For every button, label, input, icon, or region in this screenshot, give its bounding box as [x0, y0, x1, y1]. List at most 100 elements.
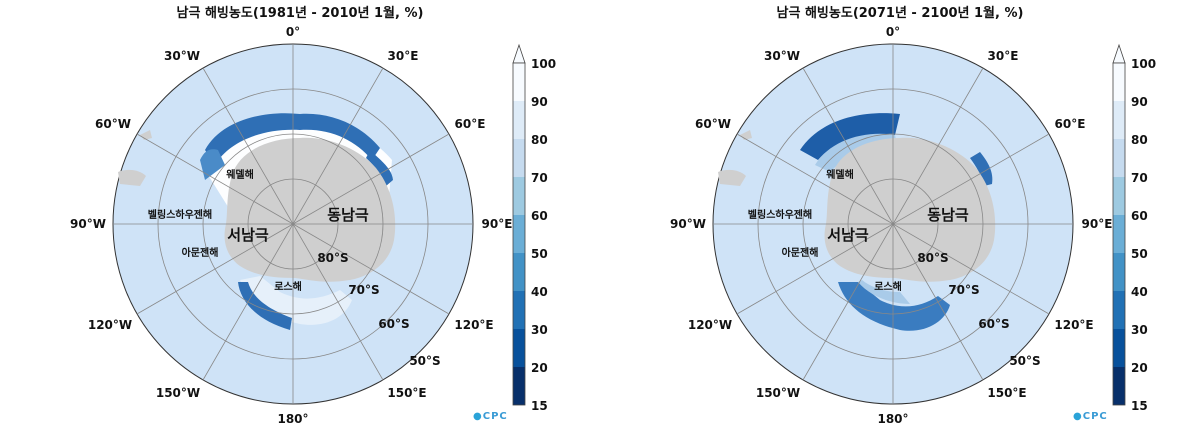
label-weddell-sea: 웨델해	[226, 168, 254, 181]
colorbar-tick: 90	[531, 95, 548, 109]
lon-label-0: 0°	[286, 25, 300, 39]
lat-label-50s: 50°S	[409, 354, 440, 368]
lon-label-90e: 90°E	[1082, 217, 1113, 231]
lon-label-180: 180°	[877, 412, 908, 426]
cpc-logo: ●CPC	[473, 411, 508, 422]
lon-label-30e: 30°E	[388, 49, 419, 63]
colorbar-top-arrow	[512, 43, 526, 64]
lon-label-180: 180°	[277, 412, 308, 426]
lon-label-120w: 120°W	[688, 318, 732, 332]
colorbar-bin	[513, 367, 525, 405]
lat-label-60s: 60°S	[378, 317, 409, 331]
colorbar-bin	[1113, 63, 1125, 101]
antarctica-landmass	[224, 137, 396, 282]
lon-label-30w: 30°W	[764, 49, 800, 63]
lat-label-60s: 60°S	[978, 317, 1009, 331]
lat-label-70s: 70°S	[348, 283, 379, 297]
label-amundsen-sea: 아문젠해	[782, 246, 819, 259]
colorbar-bin	[1113, 329, 1125, 367]
label-west-antarctica: 서남극	[227, 226, 269, 244]
colorbar-bin	[1113, 291, 1125, 329]
label-weddell-sea: 웨델해	[826, 168, 854, 181]
label-west-antarctica: 서남극	[827, 226, 869, 244]
lon-label-30w: 30°W	[164, 49, 200, 63]
lon-label-60e: 60°E	[1055, 117, 1086, 131]
label-east-antarctica: 동남극	[327, 206, 369, 224]
map-title: 남극 해빙농도(2071년 - 2100년 1월, %)	[776, 6, 1024, 21]
lon-label-120e: 120°E	[1054, 318, 1093, 332]
lon-label-60w: 60°W	[695, 117, 731, 131]
label-amundsen-sea: 아문젠해	[182, 246, 219, 259]
colorbar-bin	[513, 291, 525, 329]
colorbar-bin	[513, 253, 525, 291]
lon-label-150w: 150°W	[156, 386, 200, 400]
colorbar-bin	[513, 177, 525, 215]
label-bellingshausen-sea: 벨링스하우젠해	[148, 208, 212, 221]
map-title: 남극 해빙농도(1981년 - 2010년 1월, %)	[176, 6, 424, 21]
colorbar-bin	[1113, 367, 1125, 405]
lon-label-150e: 150°E	[987, 386, 1026, 400]
colorbar-tick: 40	[1131, 285, 1148, 299]
lon-label-30e: 30°E	[988, 49, 1019, 63]
colorbar-tick: 100	[531, 57, 556, 71]
cpc-logo: ●CPC	[1073, 411, 1108, 422]
colorbar-tick: 80	[1131, 133, 1148, 147]
label-bellingshausen-sea: 벨링스하우젠해	[748, 208, 812, 221]
colorbar-tick: 90	[1131, 95, 1148, 109]
colorbar-tick: 100	[1131, 57, 1156, 71]
lat-label-50s: 50°S	[1009, 354, 1040, 368]
colorbar-tick: 50	[531, 247, 548, 261]
lon-label-0: 0°	[886, 25, 900, 39]
colorbar-tick: 15	[1131, 399, 1148, 413]
label-ross-sea: 로스해	[274, 280, 302, 293]
colorbar-tick: 15	[531, 399, 548, 413]
colorbar-top-arrow	[1112, 43, 1126, 64]
colorbar-tick: 80	[531, 133, 548, 147]
south-america-tip	[118, 169, 146, 186]
lon-label-90w: 90°W	[670, 217, 706, 231]
lon-label-60w: 60°W	[95, 117, 131, 131]
lat-label-70s: 70°S	[948, 283, 979, 297]
colorbar-bin	[513, 63, 525, 101]
colorbar-tick: 40	[531, 285, 548, 299]
lon-label-120e: 120°E	[454, 318, 493, 332]
lat-label-80s: 80°S	[317, 251, 348, 265]
polar-map: 0° 30°E 60°E 90°E 120°E 150°E 180° 150°W…	[70, 25, 556, 426]
colorbar-bin	[513, 329, 525, 367]
colorbar-tick: 20	[531, 361, 548, 375]
colorbar-tick: 50	[1131, 247, 1148, 261]
colorbar-bin	[1113, 253, 1125, 291]
colorbar-tick: 70	[531, 171, 548, 185]
lon-label-90e: 90°E	[482, 217, 513, 231]
colorbar-bin	[513, 215, 525, 253]
colorbar: 100 90 80 70 60 50 40 30 20 15	[1112, 43, 1156, 413]
colorbar-tick: 60	[531, 209, 548, 223]
lat-label-80s: 80°S	[917, 251, 948, 265]
colorbar-tick: 70	[1131, 171, 1148, 185]
colorbar-tick: 20	[1131, 361, 1148, 375]
lon-label-150w: 150°W	[756, 386, 800, 400]
colorbar: 100 90 80 70 60 50 40 30 20 15	[512, 43, 556, 413]
colorbar-bin	[513, 101, 525, 139]
colorbar-bin	[513, 139, 525, 177]
colorbar-tick: 60	[1131, 209, 1148, 223]
colorbar-tick: 30	[1131, 323, 1148, 337]
colorbar-tick: 30	[531, 323, 548, 337]
colorbar-bin	[1113, 101, 1125, 139]
label-ross-sea: 로스해	[874, 280, 902, 293]
polar-map: 0° 30°E 60°E 90°E 120°E 150°E 180° 150°W…	[670, 25, 1156, 426]
colorbar-bin	[1113, 215, 1125, 253]
meridians	[713, 44, 1073, 404]
map-panel-past: 남극 해빙농도(1981년 - 2010년 1월, %)	[70, 6, 556, 426]
colorbar-bin	[1113, 139, 1125, 177]
colorbar-bin	[1113, 177, 1125, 215]
south-america-tip	[718, 169, 746, 186]
lon-label-120w: 120°W	[88, 318, 132, 332]
antarctica-landmass	[824, 137, 996, 282]
meridians	[113, 44, 473, 404]
label-east-antarctica: 동남극	[927, 206, 969, 224]
lon-label-150e: 150°E	[387, 386, 426, 400]
lon-label-90w: 90°W	[70, 217, 106, 231]
lon-label-60e: 60°E	[455, 117, 486, 131]
map-panel-future: 남극 해빙농도(2071년 - 2100년 1월, %) 0° 30°E	[600, 0, 1200, 431]
